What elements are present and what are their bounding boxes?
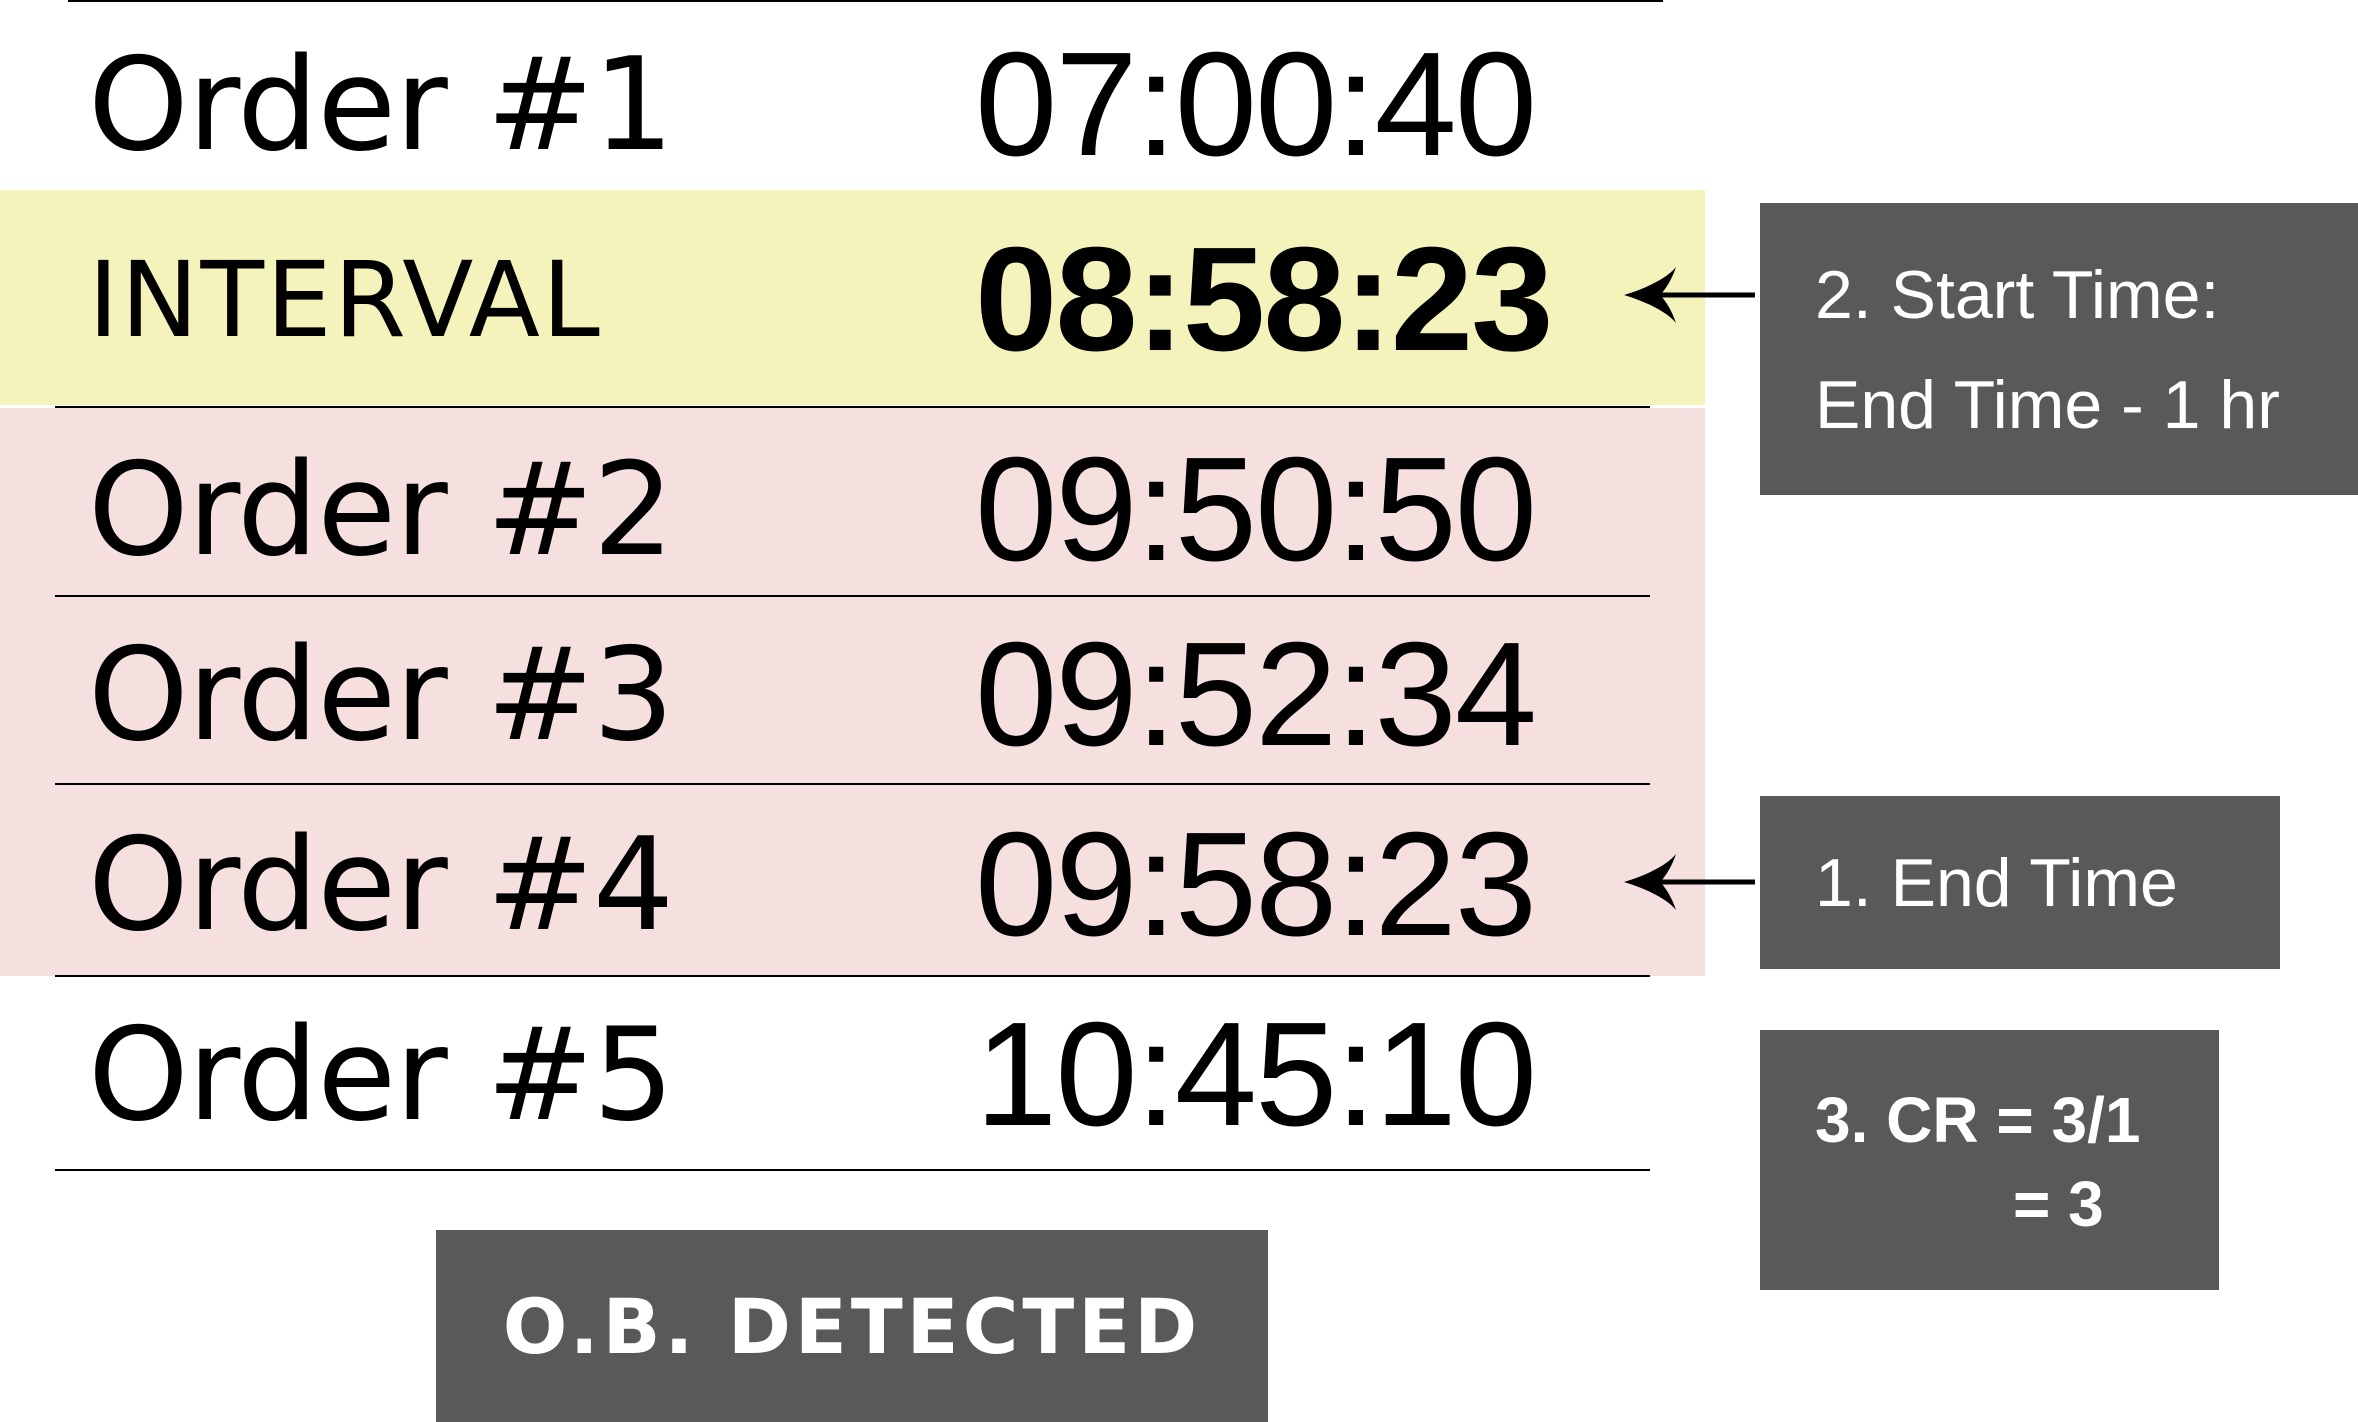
order-label: Order #3 (88, 620, 674, 770)
order-label: Order #4 (88, 810, 674, 960)
interval-highlight (0, 190, 1705, 405)
start-time-callout-line1: 2. Start Time: (1815, 257, 2220, 333)
order-row-1: Order #1 07:00:40 (0, 22, 1660, 187)
interval-time: 08:58:23 (975, 217, 1553, 382)
start-time-callout: 2. Start Time: End Time - 1 hr (1760, 203, 2358, 495)
order-row-4: Order #4 09:58:23 (0, 802, 1660, 967)
detected-window-highlight (0, 408, 1705, 976)
ob-detected-banner: O.B. DETECTED (436, 1230, 1268, 1422)
order-time: 09:50:50 (975, 427, 1537, 592)
rule-after-order-3 (55, 783, 1650, 785)
cr-callout: 3. CR = 3/1 = 3 (1760, 1030, 2219, 1290)
order-label: Order #2 (88, 435, 674, 585)
order-row-3: Order #3 09:52:34 (0, 612, 1660, 777)
interval-row: INTERVAL 08:58:23 (0, 217, 1660, 382)
order-time: 07:00:40 (975, 22, 1537, 187)
rule-after-interval (55, 406, 1650, 408)
rule-after-order-4 (55, 975, 1650, 977)
left-arrow-icon (1624, 854, 1755, 910)
rule-after-order-2 (55, 595, 1650, 597)
end-time-callout-line1: 1. End Time (1815, 844, 2178, 921)
interval-label: INTERVAL (88, 239, 602, 361)
order-time: 09:52:34 (975, 612, 1537, 777)
order-row-5: Order #5 10:45:10 (0, 992, 1660, 1157)
order-label: Order #1 (88, 30, 674, 180)
left-arrow-icon (1624, 267, 1755, 323)
order-time: 09:58:23 (975, 802, 1537, 967)
rule-after-order-5 (55, 1169, 1650, 1171)
start-time-callout-line2: End Time - 1 hr (1815, 367, 2280, 443)
cr-callout-line1: 3. CR = 3/1 (1815, 1084, 2141, 1156)
ob-detected-text: O.B. DETECTED (502, 1281, 1202, 1371)
end-time-callout: 1. End Time (1760, 796, 2280, 969)
order-time: 10:45:10 (975, 992, 1537, 1157)
cr-callout-line2: = 3 (2013, 1168, 2104, 1240)
order-row-2: Order #2 09:50:50 (0, 427, 1660, 592)
rule-top (68, 0, 1663, 2)
order-label: Order #5 (88, 1000, 674, 1150)
